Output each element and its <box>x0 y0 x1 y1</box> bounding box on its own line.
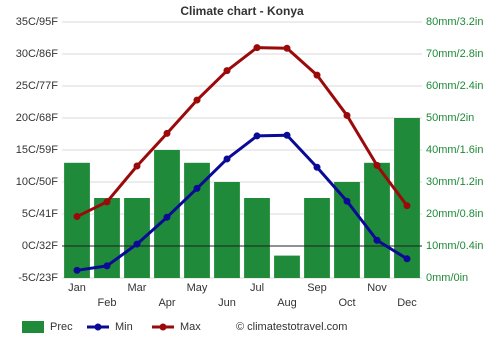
y-tick-label: 20C/68F <box>16 112 58 124</box>
y-tick-label: 25C/77F <box>16 80 58 92</box>
point <box>403 202 411 210</box>
point <box>103 198 111 206</box>
point <box>223 67 231 75</box>
y2-tick-label: 20mm/0.8in <box>426 208 483 220</box>
line <box>76 46 409 218</box>
x-tick-label: Feb <box>98 297 117 309</box>
y2-tick-label: 70mm/2.8in <box>426 48 483 60</box>
y2-tick-label: 10mm/0.4in <box>426 240 483 252</box>
point <box>133 240 141 248</box>
bar <box>64 162 90 278</box>
bar <box>334 182 360 278</box>
x-tick-label: Jul <box>250 282 264 294</box>
x-tick-label: Aug <box>277 297 297 309</box>
x-tick-label: Dec <box>397 297 417 309</box>
y-tick-label: 0C/32F <box>22 240 58 252</box>
y2-tick-label: 60mm/2.4in <box>426 80 483 92</box>
y-tick-label: 5C/41F <box>22 208 58 220</box>
point <box>73 266 81 274</box>
y2-tick-label: 40mm/1.6in <box>426 144 483 156</box>
x-tick-label: Oct <box>338 297 355 309</box>
point <box>313 163 321 171</box>
point <box>343 111 351 119</box>
x-tick-label: Nov <box>367 282 387 294</box>
y-tick-label: 15C/59F <box>16 144 58 156</box>
y2-tick-label: 30mm/1.2in <box>426 176 483 188</box>
point <box>103 262 111 270</box>
point <box>163 213 171 221</box>
x-tick-label: Apr <box>158 297 175 309</box>
source: © climatestotravel.com <box>236 321 347 333</box>
point <box>193 184 201 192</box>
line <box>76 133 408 272</box>
chart-title: Climate chart - Konya <box>180 4 304 18</box>
point <box>73 213 81 221</box>
legend-label: Max <box>180 321 201 333</box>
point <box>133 162 141 170</box>
bar <box>244 198 270 278</box>
x-tick-label: May <box>187 282 208 294</box>
point <box>253 132 261 140</box>
point <box>223 155 231 163</box>
bar <box>214 182 240 278</box>
bar <box>394 118 420 278</box>
legend-label: Min <box>115 321 133 333</box>
point <box>283 131 291 139</box>
x-tick-label: Mar <box>128 282 147 294</box>
y-tick-label: 10C/50F <box>16 176 58 188</box>
bar <box>364 162 390 278</box>
point <box>163 129 171 137</box>
y2-tick-label: 50mm/2in <box>426 112 474 124</box>
y2-tick-label: 0mm/0in <box>426 272 468 284</box>
y-tick-label: 35C/95F <box>16 16 58 28</box>
legend-swatch <box>22 321 44 333</box>
y-tick-label: -5C/23F <box>18 272 58 284</box>
legend-swatch <box>94 323 102 331</box>
y-tick-label: 30C/86F <box>16 48 58 60</box>
x-tick-label: Sep <box>307 282 327 294</box>
point <box>313 71 321 79</box>
legend-swatch <box>159 323 167 331</box>
legend-label: Prec <box>50 321 73 333</box>
y2-tick-label: 80mm/3.2in <box>426 16 483 28</box>
point <box>343 197 351 205</box>
x-tick-label: Jun <box>218 297 236 309</box>
point <box>193 96 201 104</box>
point <box>283 44 291 52</box>
point <box>253 44 261 52</box>
x-tick-label: Jan <box>68 282 86 294</box>
point <box>373 161 381 169</box>
point <box>403 255 411 263</box>
bar <box>304 198 330 278</box>
bar <box>274 255 300 278</box>
point <box>373 236 381 244</box>
